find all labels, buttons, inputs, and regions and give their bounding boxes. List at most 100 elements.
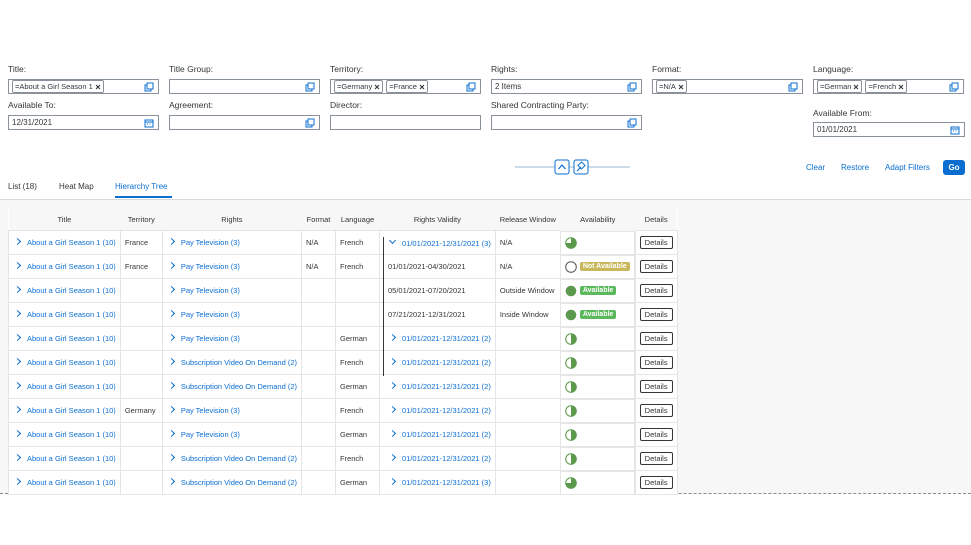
expand-chevron[interactable] xyxy=(168,262,175,269)
details-button[interactable]: Details xyxy=(640,260,673,273)
filter-input[interactable] xyxy=(330,115,481,130)
vh-icon[interactable] xyxy=(305,82,315,92)
header-toggle[interactable] xyxy=(515,158,630,176)
expand-chevron[interactable] xyxy=(168,382,175,389)
expand-chevron[interactable] xyxy=(14,478,21,485)
token-remove[interactable] xyxy=(898,84,904,90)
rights-link[interactable]: Pay Television (3) xyxy=(181,286,240,295)
rights-link[interactable]: Pay Television (3) xyxy=(181,430,240,439)
validity-link[interactable]: 01/01/2021-12/31/2021 (2) xyxy=(402,430,491,439)
details-button[interactable]: Details xyxy=(640,452,673,465)
token-remove[interactable] xyxy=(853,84,859,90)
title-link[interactable]: About a Girl Season 1 (10) xyxy=(27,382,116,391)
action-button[interactable]: Adapt Filters xyxy=(885,160,930,175)
vh-icon[interactable] xyxy=(144,82,154,92)
filter-input[interactable]: =Germany=France xyxy=(330,79,481,94)
title-link[interactable]: About a Girl Season 1 (10) xyxy=(27,406,116,415)
details-button[interactable]: Details xyxy=(640,236,673,249)
title-link[interactable]: About a Girl Season 1 (10) xyxy=(27,454,116,463)
expand-chevron[interactable] xyxy=(14,310,21,317)
rights-link[interactable]: Pay Television (3) xyxy=(181,310,240,319)
details-button[interactable]: Details xyxy=(640,356,673,369)
validity-link[interactable]: 01/01/2021-12/31/2021 (2) xyxy=(402,406,491,415)
filter-input[interactable] xyxy=(169,79,320,94)
tab[interactable]: List (18) xyxy=(8,182,37,191)
tab[interactable]: Hierarchy Tree xyxy=(115,182,167,191)
rights-link[interactable]: Pay Television (3) xyxy=(181,406,240,415)
filter-input[interactable]: =About a Girl Season 1 xyxy=(8,79,159,94)
expand-chevron[interactable] xyxy=(14,382,21,389)
details-button[interactable]: Details xyxy=(640,404,673,417)
expand-chevron[interactable] xyxy=(168,334,175,341)
go-button[interactable]: Go xyxy=(943,160,965,175)
details-button[interactable]: Details xyxy=(640,428,673,441)
title-link[interactable]: About a Girl Season 1 (10) xyxy=(27,310,116,319)
title-link[interactable]: About a Girl Season 1 (10) xyxy=(27,238,116,247)
tab[interactable]: Heat Map xyxy=(59,182,94,191)
expand-chevron[interactable] xyxy=(168,406,175,413)
vh-icon[interactable] xyxy=(788,82,798,92)
validity-link[interactable]: 01/01/2021-12/31/2021 (2) xyxy=(402,334,491,343)
filter-input[interactable]: 12/31/2021 xyxy=(8,115,159,130)
token-remove[interactable] xyxy=(419,84,425,90)
vh-icon[interactable] xyxy=(949,82,959,92)
validity-link[interactable]: 01/01/2021-12/31/2021 (2) xyxy=(402,454,491,463)
rights-link[interactable]: Subscription Video On Demand (2) xyxy=(181,478,297,487)
expand-chevron[interactable] xyxy=(14,430,21,437)
expand-chevron[interactable] xyxy=(168,358,175,365)
details-button[interactable]: Details xyxy=(640,332,673,345)
details-button[interactable]: Details xyxy=(640,308,673,321)
expand-chevron[interactable] xyxy=(168,286,175,293)
cal-icon[interactable] xyxy=(144,118,154,128)
vh-icon[interactable] xyxy=(466,82,476,92)
expand-chevron[interactable] xyxy=(14,238,21,245)
rights-link[interactable]: Pay Television (3) xyxy=(181,238,240,247)
expand-chevron[interactable] xyxy=(168,238,175,245)
title-link[interactable]: About a Girl Season 1 (10) xyxy=(27,478,116,487)
expand-chevron[interactable] xyxy=(389,334,396,341)
validity-link[interactable]: 01/01/2021-12/31/2021 (3) xyxy=(402,239,491,248)
expand-chevron[interactable] xyxy=(168,430,175,437)
expand-chevron[interactable] xyxy=(14,406,21,413)
expand-chevron[interactable] xyxy=(14,358,21,365)
vh-icon[interactable] xyxy=(627,82,637,92)
expand-chevron[interactable] xyxy=(14,262,21,269)
token-remove[interactable] xyxy=(95,84,101,90)
details-button[interactable]: Details xyxy=(640,380,673,393)
filter-input[interactable]: 2 Items xyxy=(491,79,642,94)
filter-input[interactable]: =N/A xyxy=(652,79,803,94)
details-button[interactable]: Details xyxy=(640,476,673,489)
filter-input[interactable] xyxy=(491,115,642,130)
filter-input[interactable]: 01/01/2021 xyxy=(813,122,965,137)
expand-chevron[interactable] xyxy=(389,382,396,389)
expand-chevron[interactable] xyxy=(168,454,175,461)
expand-chevron[interactable] xyxy=(389,406,396,413)
expand-chevron[interactable] xyxy=(389,358,396,365)
token-remove[interactable] xyxy=(678,84,684,90)
rights-link[interactable]: Subscription Video On Demand (2) xyxy=(181,382,297,391)
expand-chevron[interactable] xyxy=(389,454,396,461)
title-link[interactable]: About a Girl Season 1 (10) xyxy=(27,334,116,343)
vh-icon[interactable] xyxy=(305,118,315,128)
expand-chevron[interactable] xyxy=(389,430,396,437)
token-remove[interactable] xyxy=(374,84,380,90)
action-button[interactable]: Restore xyxy=(841,160,869,175)
expand-chevron[interactable] xyxy=(14,454,21,461)
validity-link[interactable]: 01/01/2021-12/31/2021 (2) xyxy=(402,382,491,391)
expand-chevron[interactable] xyxy=(168,478,175,485)
rights-link[interactable]: Pay Television (3) xyxy=(181,334,240,343)
expand-chevron[interactable] xyxy=(168,310,175,317)
expand-chevron[interactable] xyxy=(389,478,396,485)
title-link[interactable]: About a Girl Season 1 (10) xyxy=(27,358,116,367)
rights-link[interactable]: Subscription Video On Demand (2) xyxy=(181,358,297,367)
rights-link[interactable]: Subscription Video On Demand (2) xyxy=(181,454,297,463)
action-button[interactable]: Clear xyxy=(806,160,825,175)
vh-icon[interactable] xyxy=(627,118,637,128)
expand-chevron[interactable] xyxy=(389,236,396,243)
rights-link[interactable]: Pay Television (3) xyxy=(181,262,240,271)
validity-link[interactable]: 01/01/2021-12/31/2021 (3) xyxy=(402,478,491,487)
title-link[interactable]: About a Girl Season 1 (10) xyxy=(27,262,116,271)
validity-link[interactable]: 01/01/2021-12/31/2021 (2) xyxy=(402,358,491,367)
filter-input[interactable] xyxy=(169,115,320,130)
filter-input[interactable]: =German=French xyxy=(813,79,964,94)
